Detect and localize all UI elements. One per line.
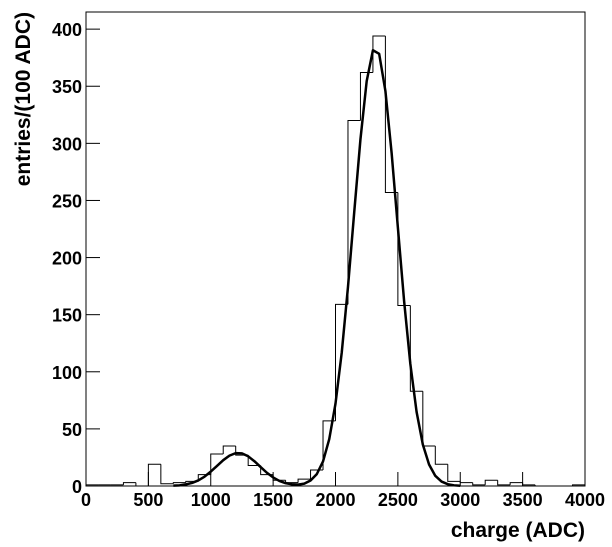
y-tick-label: 300 [52,134,82,154]
histogram-bin [160,464,174,485]
x-tick-label: 0 [81,490,91,510]
histogram-bin [447,464,461,482]
fit-curve [173,49,461,488]
x-tick-label: 2000 [315,490,355,510]
y-axis-label: entries/(100 ADC) [12,12,35,186]
histogram-bin [122,482,136,485]
histogram-bin [497,480,511,486]
x-tick-label: 1000 [191,490,231,510]
x-tick-label: 1500 [253,490,293,510]
histogram-bin [147,463,161,486]
y-tick-label: 100 [52,363,82,383]
histogram-bin [322,420,336,471]
histogram-bin [247,455,261,466]
histogram-bin [172,482,186,484]
histogram-bin [409,305,423,392]
y-tick-label: 350 [52,77,82,97]
y-tick-label: 150 [52,306,82,326]
y-tick-label: 50 [62,420,82,440]
y-tick-label: 400 [52,20,82,40]
x-tick-label: 2500 [378,490,418,510]
histogram-bin [472,482,486,486]
y-tick-label: 200 [52,249,82,269]
histogram-bin [434,446,448,465]
histogram-bin [335,303,348,421]
histogram-bin [347,120,361,305]
histogram-bin [534,484,548,487]
histogram-bin [210,453,224,475]
histogram-bin [222,445,236,455]
histogram-bin [572,484,586,486]
x-tick-label: 3500 [503,490,543,510]
histogram-bin [522,482,536,486]
x-tick-label: 3000 [440,490,480,510]
x-tick-label: 500 [133,490,163,510]
histogram-bin [135,482,149,487]
y-tick-label: 250 [52,191,82,211]
histogram-bin [85,484,99,486]
y-tick-label: 0 [72,477,82,497]
histogram-bin [422,391,436,447]
x-tick-label: 4000 [565,490,605,510]
histogram-bin [372,35,386,73]
histogram-bin [484,479,498,485]
histogram-bin [459,481,473,484]
histogram-bin [297,478,311,483]
histogram-bin [509,482,523,485]
x-axis-label: charge (ADC) [451,519,585,542]
